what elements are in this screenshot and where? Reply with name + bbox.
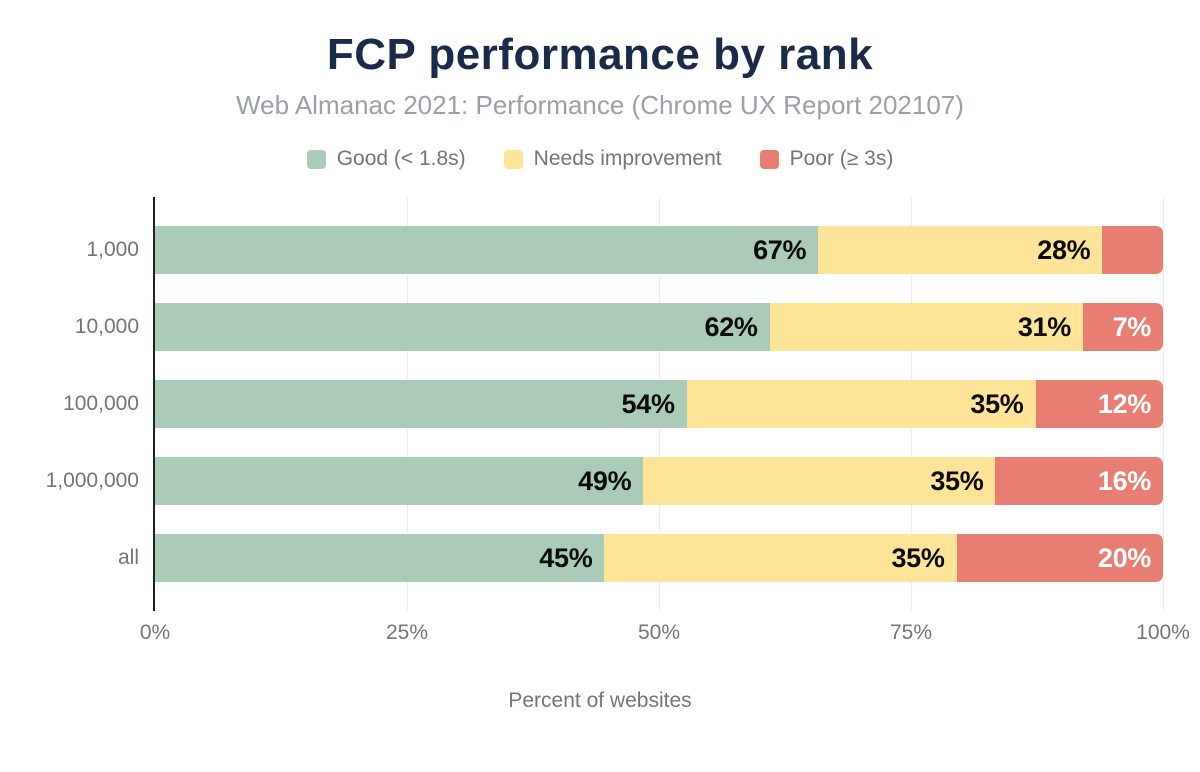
- bar-segment: 20%: [956, 534, 1164, 582]
- value-label: 49%: [578, 465, 632, 496]
- bar-segment: 28%: [818, 226, 1103, 274]
- bar-segment: 54%: [155, 380, 687, 428]
- value-label: 45%: [539, 542, 593, 573]
- category-label: 1,000: [86, 238, 139, 261]
- value-label: 16%: [1097, 465, 1151, 496]
- value-label: 35%: [891, 542, 945, 573]
- bar-segment: 31%: [769, 303, 1083, 351]
- value-label: 28%: [1037, 234, 1091, 265]
- bar-row: 1,000 67% 28%: [86, 226, 1163, 274]
- bar-segment: 62%: [155, 303, 770, 351]
- plot-area: 1,000 67% 28% 10,000 62% 31% 7% 100,000 54% 35% 12…: [46, 197, 1164, 611]
- value-label: 35%: [970, 388, 1024, 419]
- bar-row: 100,000 54% 35% 12%: [63, 380, 1163, 428]
- legend-swatch-icon: [759, 149, 779, 169]
- gridline: [1163, 197, 1164, 611]
- category-label: 1,000,000: [45, 469, 139, 492]
- bar-row: 1,000,000 49% 35% 16%: [46, 457, 1163, 505]
- bar-row: 10,000 62% 31% 7%: [75, 303, 1163, 351]
- value-label: 54%: [621, 388, 675, 419]
- legend-swatch-icon: [503, 149, 523, 169]
- value-label: 31%: [1017, 311, 1071, 342]
- bar-segment: 35%: [643, 457, 996, 505]
- tick-label: 50%: [637, 621, 681, 644]
- chart-subtitle: Web Almanac 2021: Performance (Chrome UX…: [236, 90, 964, 120]
- x-axis-label: Percent of websites: [508, 689, 692, 712]
- bar-segment: 35%: [686, 380, 1036, 428]
- chart-card: FCP performance by rank Web Almanac 2021…: [0, 30, 1200, 772]
- value-label: 62%: [704, 311, 758, 342]
- legend-label: Needs improvement: [533, 147, 722, 170]
- tick-label: 75%: [889, 621, 933, 644]
- bar-segment: 67%: [155, 226, 819, 274]
- category-label: all: [117, 546, 139, 569]
- x-axis-ticks: 0% 25% 50% 75% 100%: [140, 621, 1190, 647]
- legend-label: Good (< 1.8s): [336, 147, 466, 170]
- chart-title: FCP performance by rank: [326, 30, 874, 79]
- legend-item: Poor (≥ 3s): [759, 147, 894, 171]
- bar-row: all 45% 35% 20%: [118, 534, 1164, 582]
- legend-swatch-icon: [306, 149, 326, 169]
- bar-segment: 49%: [155, 457, 644, 505]
- bar-segment: 12%: [1035, 380, 1163, 428]
- bar-segment: 45%: [155, 534, 605, 582]
- bar-segment: 35%: [604, 534, 957, 582]
- category-label: 10,000: [74, 315, 139, 338]
- category-label: 100,000: [63, 392, 139, 415]
- bar-segment: 16%: [995, 457, 1163, 505]
- bar-segment: [1102, 226, 1163, 274]
- legend-item: Good (< 1.8s): [306, 147, 466, 171]
- legend: Good (< 1.8s) Needs improvement Poor (≥ 3s…: [0, 147, 1200, 171]
- value-label: 35%: [930, 465, 984, 496]
- value-label: 12%: [1097, 388, 1151, 419]
- legend-label: Poor (≥ 3s): [789, 147, 894, 170]
- tick-label: 25%: [385, 621, 429, 644]
- value-label: 7%: [1112, 311, 1152, 342]
- bar-segment: 7%: [1082, 303, 1163, 351]
- tick-label: 0%: [139, 621, 171, 644]
- legend-item: Needs improvement: [503, 147, 722, 171]
- tick-label: 100%: [1136, 621, 1190, 644]
- value-label: 67%: [753, 234, 807, 265]
- value-label: 20%: [1097, 542, 1152, 573]
